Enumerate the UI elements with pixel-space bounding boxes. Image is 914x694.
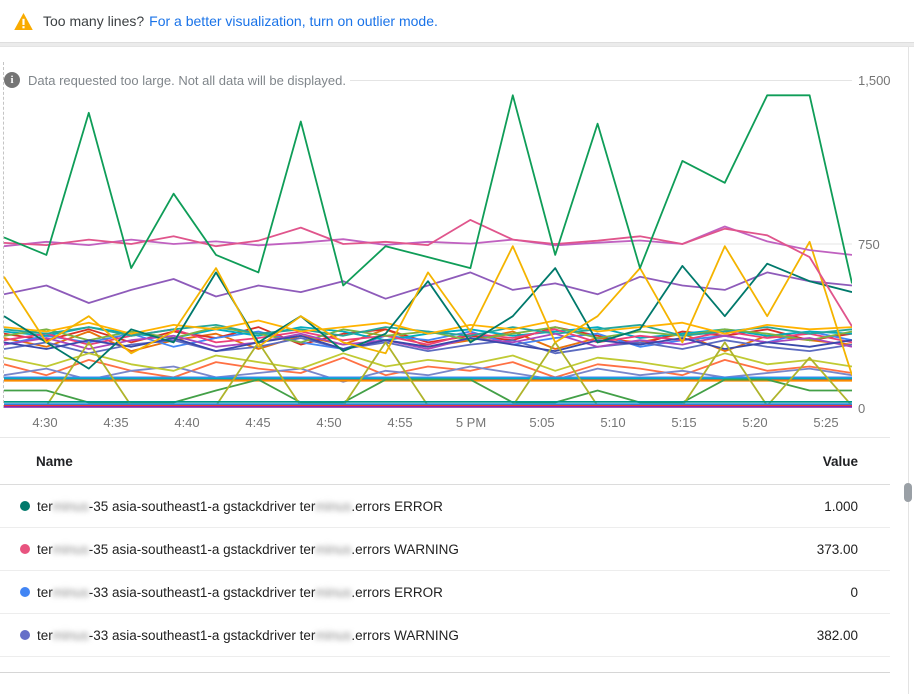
series-color-dot: [20, 501, 30, 511]
series-name: terminus-35 asia-southeast1-a gstackdriv…: [37, 499, 443, 514]
chart-line-magenta-750: [4, 225, 852, 256]
name-text: -35 asia-southeast1-a gstackdriver ter: [88, 541, 316, 557]
x-axis-label: 4:30: [32, 415, 58, 430]
series-color-dot: [20, 544, 30, 554]
column-header-value: Value: [822, 453, 858, 469]
name-text: .errors ERROR: [351, 498, 443, 514]
name-text: -35 asia-southeast1-a gstackdriver ter: [88, 498, 316, 514]
x-axis-label: 5:10: [600, 415, 626, 430]
name-text: .errors WARNING: [351, 627, 459, 643]
x-axis-label: 4:50: [316, 415, 342, 430]
table-header: Name Value: [0, 438, 890, 485]
notice-text: Data requested too large. Not all data w…: [28, 72, 350, 88]
legend-table: Name Value terminus-35 asia-southeast1-a…: [0, 437, 890, 673]
name-text: .errors WARNING: [351, 541, 459, 557]
y-axis-label-1500: 1,500: [858, 73, 891, 88]
name-text: ter: [37, 498, 53, 514]
series-value: 0: [850, 584, 858, 600]
series-name-cell: terminus-35 asia-southeast1-a gstackdriv…: [20, 542, 459, 557]
series-name: terminus-33 asia-southeast1-a gstackdriv…: [37, 585, 443, 600]
redacted-text: minus: [315, 541, 352, 557]
table-row[interactable]: terminus-35 asia-southeast1-a gstackdriv…: [0, 485, 890, 528]
chart-left-dashed-line: [3, 62, 4, 408]
chart-line-green-spiky: [4, 94, 852, 287]
chart-line-yellow: [4, 240, 852, 376]
redacted-text: minus: [52, 584, 89, 600]
redacted-text: minus: [52, 541, 89, 557]
chart-line-dark-teal: [4, 262, 852, 370]
redacted-text: minus: [315, 627, 352, 643]
table-row[interactable]: terminus-33 asia-southeast1-a gstackdriv…: [0, 614, 890, 657]
chart-plot-area[interactable]: [4, 80, 852, 408]
table-row[interactable]: terminus-33 asia-southeast1-a gstackdriv…: [0, 571, 890, 614]
chart-line-low-slate: [4, 365, 852, 383]
series-name: terminus-35 asia-southeast1-a gstackdriv…: [37, 542, 459, 557]
chart-line-pink-750: [4, 218, 852, 327]
column-header-name: Name: [36, 453, 73, 469]
scrollbar-track: [908, 47, 909, 694]
x-axis-label: 4:35: [103, 415, 129, 430]
name-text: ter: [37, 541, 53, 557]
warning-icon: [14, 12, 33, 30]
chart-line-stepper-green: [4, 378, 852, 404]
series-name-cell: terminus-33 asia-southeast1-a gstackdriv…: [20, 585, 443, 600]
outlier-mode-link[interactable]: For a better visualization, turn on outl…: [149, 13, 438, 29]
y-axis-label-750: 750: [858, 237, 880, 252]
table-row[interactable]: terminus-35 asia-southeast1-a gstackdriv…: [0, 528, 890, 571]
x-axis-label: 5:05: [529, 415, 555, 430]
y-axis-label-0: 0: [858, 401, 866, 416]
series-color-dot: [20, 587, 30, 597]
series-value: 373.00: [816, 541, 858, 557]
name-text: ter: [37, 584, 53, 600]
series-value: 1.000: [824, 498, 858, 514]
x-axis: 4:30 4:35 4:40 4:45 4:50 4:55 5 PM 5:05 5:10 5:15…: [4, 415, 852, 433]
x-axis-label: 5 PM: [455, 415, 487, 430]
series-name-cell: terminus-35 asia-southeast1-a gstackdriv…: [20, 499, 443, 514]
redacted-text: minus: [315, 498, 352, 514]
name-text: -33 asia-southeast1-a gstackdriver ter: [88, 627, 316, 643]
name-text: -33 asia-southeast1-a gstackdriver ter: [88, 584, 316, 600]
chart-line-band-purple: [4, 332, 852, 350]
scrollbar-thumb[interactable]: [904, 483, 912, 502]
x-axis-label: 5:15: [671, 415, 697, 430]
banner-question-text: Too many lines?: [43, 13, 145, 29]
chart-line-low-olive: [4, 352, 852, 372]
info-icon: i: [4, 72, 20, 88]
redacted-text: minus: [315, 584, 352, 600]
top-warning-banner: Too many lines? For a better visualizati…: [0, 0, 914, 42]
section-divider: [0, 42, 914, 47]
series-value: 382.00: [816, 627, 858, 643]
chart-line-violet-mid: [4, 271, 852, 304]
name-text: .errors ERROR: [351, 584, 443, 600]
data-too-large-notice: i Data requested too large. Not all data…: [4, 72, 350, 88]
redacted-text: minus: [52, 627, 89, 643]
x-axis-label: 4:55: [387, 415, 413, 430]
series-name: terminus-33 asia-southeast1-a gstackdriv…: [37, 628, 459, 643]
partial-row: [0, 657, 890, 673]
chart-line-band-amber: [4, 319, 852, 335]
x-axis-label: 5:20: [742, 415, 768, 430]
x-axis-label: 5:25: [813, 415, 839, 430]
x-axis-label: 4:40: [174, 415, 200, 430]
chart-line-band-indigo2: [4, 334, 852, 353]
name-text: ter: [37, 627, 53, 643]
redacted-text: minus: [52, 498, 89, 514]
series-name-cell: terminus-33 asia-southeast1-a gstackdriv…: [20, 628, 459, 643]
x-axis-label: 4:45: [245, 415, 271, 430]
series-color-dot: [20, 630, 30, 640]
